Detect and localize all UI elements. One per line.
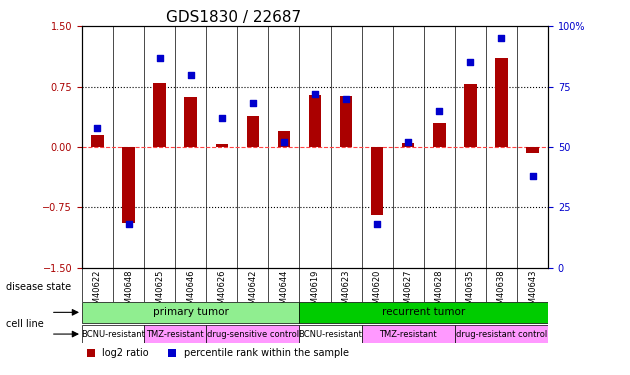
Point [341,96,351,102]
Point [186,72,196,78]
Text: GSM40627: GSM40627 [404,269,413,315]
Point [310,91,320,97]
FancyBboxPatch shape [299,302,548,323]
Text: cell line: cell line [6,320,44,329]
Text: BCNU-resistant: BCNU-resistant [299,330,362,339]
FancyBboxPatch shape [362,325,455,344]
Point [434,108,444,114]
Text: GDS1830 / 22687: GDS1830 / 22687 [166,10,301,25]
Point [403,139,413,145]
FancyBboxPatch shape [455,325,548,344]
FancyBboxPatch shape [299,325,362,344]
Point [123,221,134,227]
Text: disease state: disease state [6,282,71,292]
Text: GSM40643: GSM40643 [528,269,537,315]
Text: GSM40622: GSM40622 [93,269,102,315]
Text: GSM40628: GSM40628 [435,269,444,315]
Bar [185,97,197,147]
Text: drug-sensitive control: drug-sensitive control [207,330,299,339]
Bar [402,143,415,147]
Point [279,139,289,145]
Bar [91,135,104,147]
Bar [309,94,321,147]
Text: GSM40646: GSM40646 [186,269,195,315]
Text: GSM40644: GSM40644 [280,269,289,315]
Bar [371,147,384,215]
Text: drug-resistant control: drug-resistant control [456,330,547,339]
Text: TMZ-resistant: TMZ-resistant [146,330,204,339]
Bar [526,147,539,153]
Bar [340,96,352,147]
Bar [495,58,508,147]
Text: GSM40635: GSM40635 [466,269,475,315]
Point [496,35,507,41]
Text: recurrent tumor: recurrent tumor [382,308,466,317]
Point [217,115,227,121]
Text: GSM40648: GSM40648 [124,269,133,315]
Text: GSM40623: GSM40623 [341,269,350,315]
Text: GSM40642: GSM40642 [248,269,257,315]
Text: primary tumor: primary tumor [152,308,229,317]
Text: GSM40619: GSM40619 [311,269,319,315]
Text: GSM40620: GSM40620 [373,269,382,315]
Bar [278,131,290,147]
Text: GSM40626: GSM40626 [217,269,226,315]
Bar [122,147,135,223]
Bar [215,144,228,147]
Point [372,221,382,227]
Point [93,124,103,130]
Point [248,100,258,106]
Bar [433,123,445,147]
FancyBboxPatch shape [144,325,206,344]
FancyBboxPatch shape [82,302,299,323]
Bar [246,116,259,147]
Text: GSM40638: GSM40638 [497,269,506,315]
Text: TMZ-resistant: TMZ-resistant [379,330,437,339]
FancyBboxPatch shape [82,325,144,344]
Text: GSM40625: GSM40625 [155,269,164,315]
Point [466,60,476,66]
Text: BCNU-resistant: BCNU-resistant [81,330,145,339]
Point [527,173,537,179]
Bar [153,82,166,147]
Bar [464,84,477,147]
Legend: log2 ratio, percentile rank within the sample: log2 ratio, percentile rank within the s… [87,348,349,358]
FancyBboxPatch shape [206,325,299,344]
Point [154,55,164,61]
